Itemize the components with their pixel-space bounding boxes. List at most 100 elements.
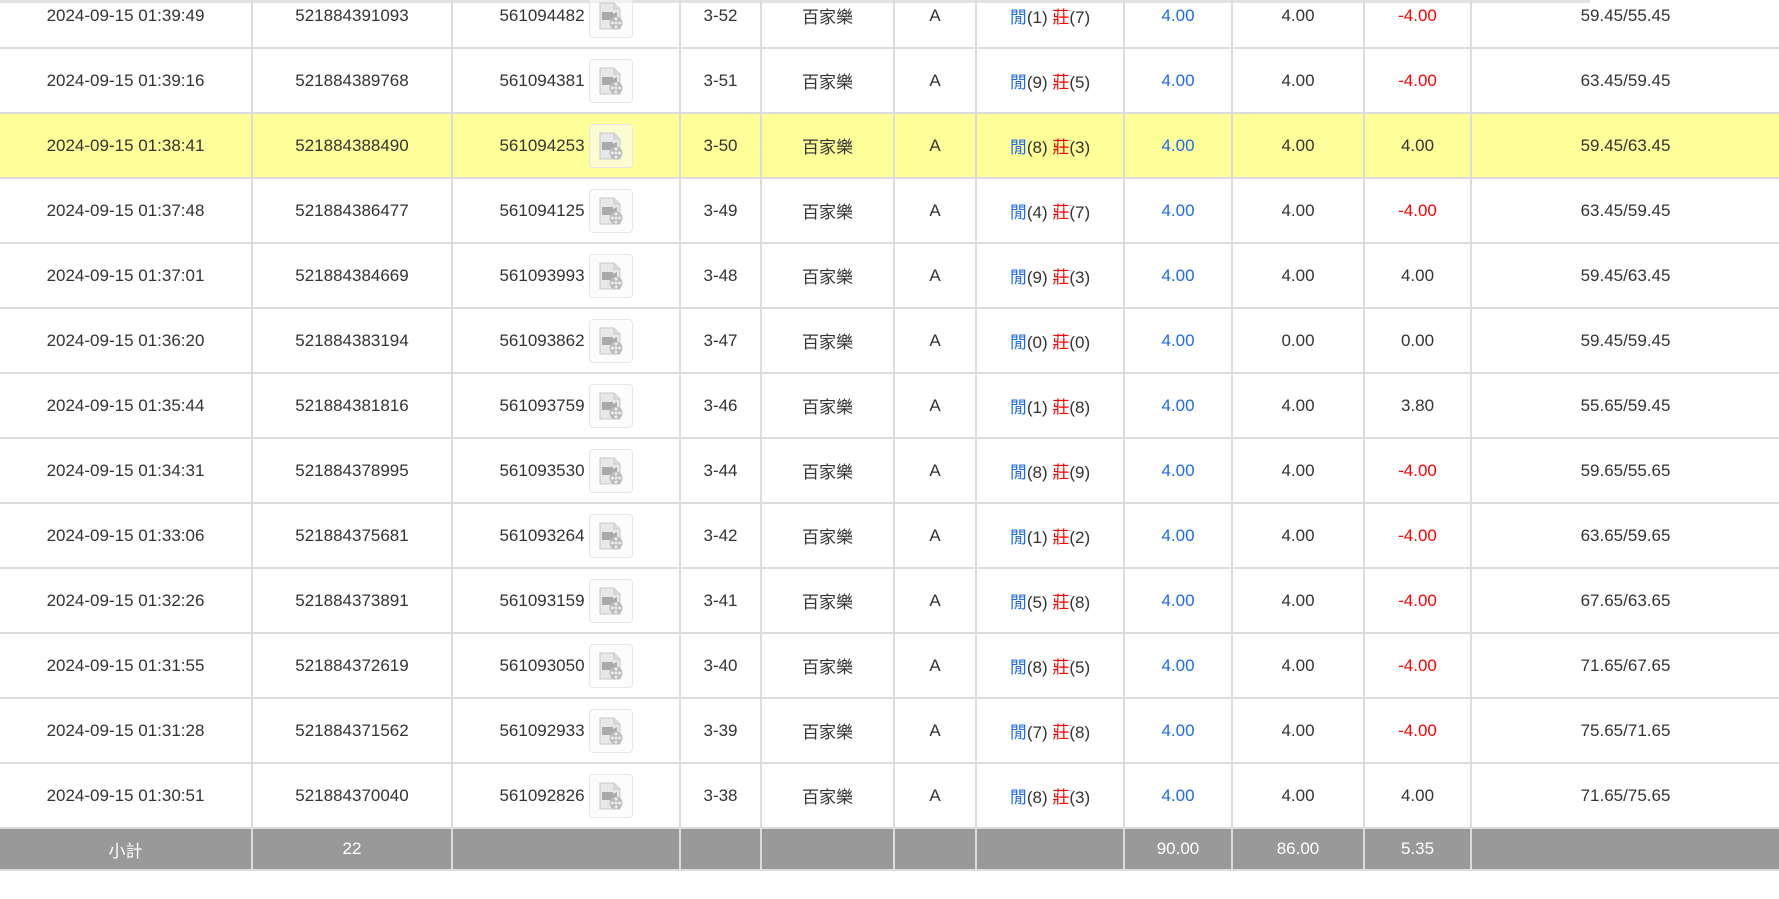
result: 閒(4) 莊(7) [975, 177, 1125, 244]
subtotal-row: 小計 22 90.00 86.00 5.35 [0, 827, 1779, 871]
win-amount: 0.00 [1363, 307, 1472, 374]
banker-label: 莊 [1052, 528, 1070, 547]
win-amount: -4.00 [1363, 47, 1472, 114]
table-name: A [893, 567, 977, 634]
result: 閒(8) 莊(3) [975, 762, 1125, 829]
result: 閒(5) 莊(8) [975, 567, 1125, 634]
table-name: A [893, 632, 977, 699]
bet-amount: 4.00 [1123, 47, 1233, 114]
round-cell: 561094125 [451, 177, 681, 244]
table-name: A [893, 502, 977, 569]
round-cell: 561092933 [451, 697, 681, 764]
valid-amount: 4.00 [1231, 242, 1365, 309]
win-amount: 3.80 [1363, 372, 1472, 439]
round-id: 561093530 [499, 460, 585, 480]
balance: 59.45/55.45 [1470, 0, 1779, 49]
video-file-icon[interactable] [588, 708, 633, 753]
banker-label: 莊 [1052, 788, 1070, 807]
result: 閒(8) 莊(9) [975, 437, 1125, 504]
shoe-number: 3-39 [679, 697, 762, 764]
valid-amount: 4.00 [1231, 697, 1365, 764]
video-file-icon[interactable] [588, 188, 633, 233]
bet-time: 2024-09-15 01:32:26 [0, 567, 253, 634]
table-row: 2024-09-15 01:33:06 521884375681 5610932… [0, 502, 1779, 569]
player-score: (9) [1026, 268, 1048, 287]
bet-id: 521884391093 [251, 0, 453, 49]
video-file-icon[interactable] [588, 513, 633, 558]
balance: 55.65/59.45 [1470, 372, 1779, 439]
video-file-icon[interactable] [588, 448, 633, 493]
video-file-icon[interactable] [588, 123, 633, 168]
round-cell: 561093530 [451, 437, 681, 504]
player-label: 閒 [1009, 268, 1027, 287]
bet-time: 2024-09-15 01:37:01 [0, 242, 253, 309]
win-amount: -4.00 [1363, 437, 1472, 504]
video-file-icon[interactable] [588, 318, 633, 363]
video-file-icon[interactable] [588, 0, 633, 38]
banker-score: (3) [1069, 138, 1091, 157]
table-row: 2024-09-15 01:35:44 521884381816 5610937… [0, 372, 1779, 439]
table-row: 2024-09-15 01:31:55 521884372619 5610930… [0, 632, 1779, 699]
balance: 59.45/59.45 [1470, 307, 1779, 374]
table-name: A [893, 372, 977, 439]
round-id: 561093050 [499, 655, 585, 675]
bet-amount: 4.00 [1123, 567, 1233, 634]
win-amount: -4.00 [1363, 697, 1472, 764]
balance: 67.65/63.65 [1470, 567, 1779, 634]
player-score: (1) [1026, 398, 1048, 417]
bet-time: 2024-09-15 01:38:41 [0, 112, 253, 179]
table-name: A [893, 307, 977, 374]
table-name: A [893, 242, 977, 309]
valid-amount: 0.00 [1231, 307, 1365, 374]
bet-time: 2024-09-15 01:30:51 [0, 762, 253, 829]
bet-amount: 4.00 [1123, 632, 1233, 699]
video-file-icon[interactable] [588, 773, 633, 818]
round-cell: 561093264 [451, 502, 681, 569]
bet-id: 521884388490 [251, 112, 453, 179]
table-row: 2024-09-15 01:39:16 521884389768 5610943… [0, 47, 1779, 114]
bet-id: 521884371562 [251, 697, 453, 764]
win-amount: -4.00 [1363, 177, 1472, 244]
round-cell: 561093159 [451, 567, 681, 634]
result: 閒(9) 莊(3) [975, 242, 1125, 309]
table-name: A [893, 0, 977, 49]
round-id: 561094482 [499, 5, 585, 25]
round-id: 561092826 [499, 785, 585, 805]
player-label: 閒 [1009, 723, 1027, 742]
banker-score: (5) [1069, 658, 1091, 677]
bet-time: 2024-09-15 01:36:20 [0, 307, 253, 374]
round-cell: 561094253 [451, 112, 681, 179]
video-file-icon[interactable] [588, 253, 633, 298]
shoe-number: 3-48 [679, 242, 762, 309]
bet-id: 521884370040 [251, 762, 453, 829]
video-file-icon[interactable] [588, 383, 633, 428]
result: 閒(0) 莊(0) [975, 307, 1125, 374]
valid-amount: 4.00 [1231, 112, 1365, 179]
shoe-number: 3-38 [679, 762, 762, 829]
table-name: A [893, 177, 977, 244]
result: 閒(8) 莊(5) [975, 632, 1125, 699]
video-file-icon[interactable] [588, 643, 633, 688]
shoe-number: 3-49 [679, 177, 762, 244]
win-amount: 4.00 [1363, 112, 1472, 179]
player-label: 閒 [1009, 593, 1027, 612]
bet-time: 2024-09-15 01:35:44 [0, 372, 253, 439]
banker-score: (3) [1069, 788, 1091, 807]
player-label: 閒 [1009, 658, 1027, 677]
table-name: A [893, 112, 977, 179]
win-amount: -4.00 [1363, 567, 1472, 634]
win-amount: -4.00 [1363, 0, 1472, 49]
bet-amount: 4.00 [1123, 372, 1233, 439]
table-name: A [893, 47, 977, 114]
valid-amount: 4.00 [1231, 632, 1365, 699]
shoe-number: 3-50 [679, 112, 762, 179]
bet-id: 521884372619 [251, 632, 453, 699]
table-row: 2024-09-15 01:37:48 521884386477 5610941… [0, 177, 1779, 244]
round-cell: 561093050 [451, 632, 681, 699]
banker-label: 莊 [1052, 723, 1070, 742]
round-cell: 561093862 [451, 307, 681, 374]
shoe-number: 3-41 [679, 567, 762, 634]
video-file-icon[interactable] [588, 578, 633, 623]
bet-time: 2024-09-15 01:34:31 [0, 437, 253, 504]
video-file-icon[interactable] [588, 58, 633, 103]
